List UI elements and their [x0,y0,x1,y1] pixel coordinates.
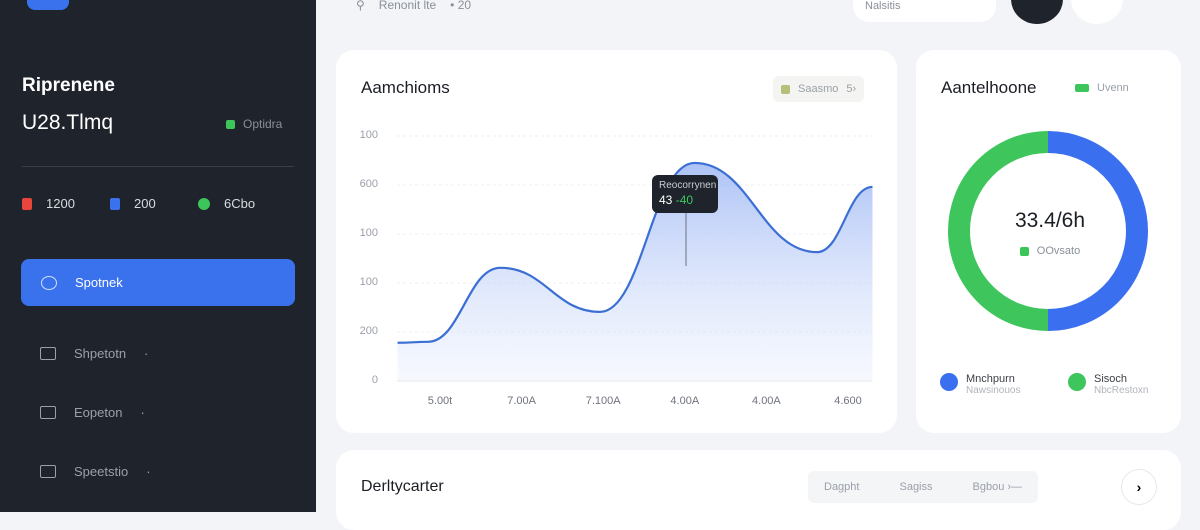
bullet-icon: · [144,346,149,361]
bottom-tabs: Dagpht Sagiss Bgbou ›— [808,471,1039,503]
chat-icon [41,275,57,290]
breadcrumb[interactable]: ⚲ Renonit lte • 20 [356,0,471,12]
box-icon [40,465,56,478]
legend-sub: NbcRestoxn [1094,385,1149,396]
sidebar-item-label: Speetstio [74,464,129,479]
bullet-icon: · [146,464,151,479]
sidebar-item-label: Shpetotn [74,346,127,361]
legend-item: 6Cbo [198,196,286,211]
bottom-card-title: Derltycarter [361,478,444,495]
y-tick-label: 100 [359,129,378,141]
donut-legend-item: Sisoch NbcRestoxn [1068,373,1148,396]
x-tick-label: 4.00A [670,395,700,407]
green-dot-icon [1068,373,1086,391]
donut-center: 33.4/6h OOvsato [1000,209,1100,257]
blue-dot-icon [940,373,958,391]
inbox-icon [40,406,56,419]
status-label: Optidra [243,117,283,131]
filter-square-icon [781,84,790,94]
legend-label: 1200 [46,196,75,211]
legend-item: 1200 [22,196,110,211]
bottom-card [336,450,1181,530]
legend-label: 6Cbo [224,196,256,211]
x-tick-label: 4.00A [752,395,781,407]
donut-badge: Uvenn [1075,82,1129,94]
breadcrumb-label: Renonit lte [378,0,437,12]
legend-label: 200 [134,196,156,211]
sidebar-title: Riprenene [22,75,115,96]
line-card-title: Aamchioms [361,78,450,97]
green-dot-icon [198,197,210,210]
tooltip-change: -40 [675,193,694,207]
sidebar-item[interactable]: Shpetotn · [40,346,148,361]
chevron-right-icon: › [1136,479,1142,495]
filter-extra: 5› [846,83,857,95]
status-badge: Optidra [226,117,282,131]
legend-sub: Nawsinouos [966,385,1021,396]
sidebar-item[interactable]: Speetstio · [40,464,151,479]
legend-item: 200 [110,196,198,211]
bullet-icon: · [140,405,145,420]
user-icon: ⚲ [356,0,365,12]
profile-button[interactable] [1011,0,1063,24]
badge-label: Uvenn [1097,82,1129,94]
status-dot-icon [226,119,235,129]
search-input[interactable]: Nalsitis [853,0,996,22]
tab-extra: ›— [1007,481,1023,493]
notification-button[interactable] [1131,0,1183,24]
tab[interactable]: Dagpht [824,481,860,493]
x-tick-label: 5.00t [427,395,453,407]
sidebar-item-label: Eopeton [74,405,123,420]
filter-label: Saasmo [798,83,839,95]
y-tick-label: 600 [359,178,378,190]
share-button[interactable] [1071,0,1123,24]
y-tick-label: 100 [359,276,378,288]
sidebar-item[interactable]: Eopeton · [40,405,145,420]
blue-square-icon [110,197,120,210]
x-tick-label: 4.600 [834,395,862,407]
search-placeholder: Nalsitis [865,0,901,12]
sidebar-item-label: Spotnek [75,275,123,290]
divider [22,166,294,167]
tab[interactable]: Bgbou [972,481,1005,493]
y-tick-label: 200 [359,325,378,337]
badge-square-icon [1075,84,1089,92]
breadcrumb-extra: • 20 [450,0,472,12]
x-tick-label: 7.100A [585,395,621,407]
topbar: ⚲ Renonit lte • 20 Nalsitis [316,0,1200,40]
sidebar: Riprenene U28.Tlmq Optidra 1200 200 6Cbo… [0,0,316,512]
legend-name: Mnchpurn [966,373,1015,385]
sidebar-value: U28.Tlmq [22,111,114,134]
y-tick-label: 0 [371,374,378,386]
donut-card-title: Aantelhoone [941,78,1037,97]
tooltip-value: 43 [659,193,673,207]
filter-dropdown[interactable]: Saasmo 5› [773,76,865,102]
x-tick-label: 7.00A [507,395,536,407]
logo-button[interactable] [27,0,69,10]
red-square-icon [22,197,32,210]
legend-name: Sisoch [1094,373,1128,385]
sidebar-item-active[interactable]: Spotnek [21,259,295,306]
sidebar-legend: 1200 200 6Cbo [22,196,286,211]
tooltip-title: Reocorrynen [659,180,717,191]
chart-tooltip: Reocorrynen 43 -40 [652,175,718,213]
donut-center-value: 33.4/6h [1014,209,1086,232]
donut-center-label: OOvsato [1036,245,1081,257]
y-tick-label: 100 [359,227,378,239]
line-chart-card [336,50,897,433]
monitor-icon [40,347,56,360]
tab[interactable]: Sagiss [899,481,933,493]
donut-legend-item: Mnchpurn Nawsinouos [940,373,1020,396]
center-square-icon [1019,246,1029,256]
next-button[interactable]: › [1121,469,1157,505]
